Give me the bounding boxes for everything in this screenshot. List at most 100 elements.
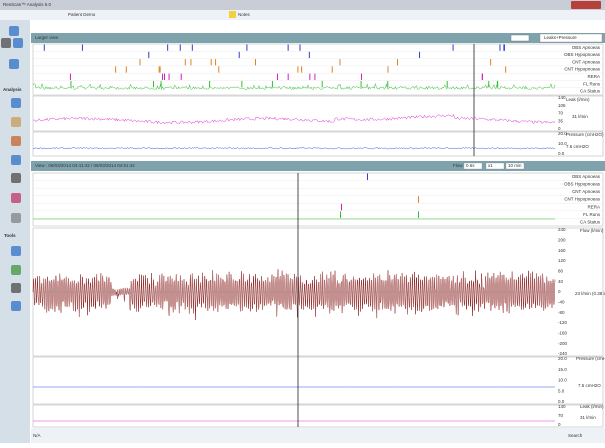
axis-tick: 120: [558, 258, 566, 263]
sidebar-icon[interactable]: [13, 38, 23, 48]
event-marker: [81, 44, 83, 51]
axis-tick: 240: [558, 227, 566, 232]
event-marker: [254, 59, 256, 66]
sidebar-icon[interactable]: [11, 213, 21, 223]
sidebar-icon[interactable]: [11, 155, 21, 165]
sidebar-icon[interactable]: [9, 59, 19, 69]
event-marker: [387, 66, 389, 73]
event-marker: [299, 44, 301, 51]
event-label: OBS Apnoeas: [572, 45, 601, 50]
event-marker: [321, 80, 323, 88]
sidebar-icon[interactable]: [1, 38, 11, 48]
notes-icon[interactable]: [229, 11, 236, 18]
event-marker: [159, 66, 161, 73]
view-toggle[interactable]: [510, 34, 530, 42]
axis-tick: 40: [558, 279, 564, 284]
event-marker: [115, 66, 117, 73]
notes-label[interactable]: Notes: [238, 12, 251, 17]
event-marker: [308, 51, 310, 59]
dropdown-value[interactable]: 0.6s: [466, 163, 475, 168]
axis-tick: 10.0: [558, 378, 567, 383]
dropdown[interactable]: [505, 162, 525, 170]
window-title: ResScan™ Analysis 6.0: [3, 2, 52, 7]
event-marker: [209, 80, 211, 88]
event-marker: [496, 80, 498, 88]
event-label: CNT Apnoeas: [572, 59, 601, 64]
dropdown[interactable]: [463, 162, 483, 170]
axis-tick: 0: [558, 422, 561, 427]
channel-axis: Leak (l/min): [580, 404, 604, 409]
event-marker: [241, 80, 243, 88]
dropdown-value[interactable]: Leaks+Pressure: [544, 35, 577, 40]
sidebar-icon[interactable]: [11, 246, 21, 256]
axis-tick: -40: [558, 300, 565, 305]
event-marker: [218, 66, 220, 73]
event-marker: [314, 73, 316, 80]
event-label: CNT Hypopnoeas: [564, 67, 600, 72]
event-label: FL Runs: [583, 81, 601, 86]
waveform: [32, 82, 556, 91]
axis-tick: -240: [558, 351, 568, 356]
dropdown-value[interactable]: x1: [488, 163, 493, 168]
axis-tick: 200: [558, 238, 566, 243]
axis-tick: 140: [558, 404, 566, 409]
sidebar-icon[interactable]: [11, 193, 21, 203]
event-marker: [503, 44, 505, 51]
event-marker: [238, 51, 240, 59]
axis-tick: 20.0: [558, 131, 567, 136]
sidebar-icon[interactable]: [9, 26, 19, 36]
axis-tick: 15.0: [558, 367, 567, 372]
event-marker: [287, 44, 289, 51]
current-value: 7.5 cmH2O: [578, 383, 601, 388]
axis-tick: 20.0: [558, 356, 567, 361]
sidebar-icon[interactable]: [11, 283, 21, 293]
current-value: 31 l/min: [580, 415, 596, 420]
patient-name: Patient Demo: [68, 12, 96, 17]
event-marker: [139, 59, 141, 66]
event-marker: [418, 196, 419, 203]
event-marker: [341, 203, 342, 211]
waveform: [32, 147, 556, 150]
current-value: 31 l/min: [572, 114, 588, 119]
sidebar-icon[interactable]: [11, 301, 21, 311]
sidebar-icon[interactable]: [11, 98, 21, 108]
event-label: FL Runs: [583, 212, 601, 217]
event-marker: [367, 173, 368, 181]
event-marker: [69, 73, 71, 80]
axis-tick: 35: [558, 118, 564, 123]
sidebar-icon[interactable]: [11, 265, 21, 275]
sidebar-icon[interactable]: [11, 173, 21, 183]
sidebar-icon[interactable]: [11, 136, 21, 146]
event-label: CA Status: [580, 219, 601, 224]
plot-frame: [32, 95, 604, 132]
dropdown[interactable]: [485, 162, 505, 170]
event-marker: [190, 59, 192, 66]
plot-frame: [32, 356, 604, 405]
current-value: 23 l/min (0.38 l/s): [575, 291, 605, 296]
event-marker: [180, 73, 182, 80]
event-marker: [499, 44, 501, 51]
dropdown[interactable]: [539, 33, 603, 43]
event-marker: [387, 80, 389, 88]
plot-frame: [32, 131, 604, 157]
detail-header: [31, 161, 605, 171]
window-controls[interactable]: [571, 1, 601, 9]
event-marker: [481, 73, 483, 80]
event-marker: [210, 59, 212, 66]
event-label: CA Status: [580, 89, 601, 94]
event-marker: [70, 80, 72, 88]
event-label: RERA: [587, 204, 600, 209]
event-marker: [297, 66, 299, 73]
plot-frame: [32, 172, 604, 227]
status-text: N/A: [33, 433, 41, 438]
axis-tick: 80: [558, 269, 564, 274]
event-label: OBS Hypopnoeas: [564, 52, 601, 57]
event-marker: [153, 80, 155, 88]
axis-tick: 0: [558, 126, 561, 131]
event-marker: [167, 44, 169, 51]
dropdown-value[interactable]: 10 min: [508, 163, 522, 168]
event-label: RERA: [587, 74, 600, 79]
sidebar-icon[interactable]: [11, 117, 21, 127]
